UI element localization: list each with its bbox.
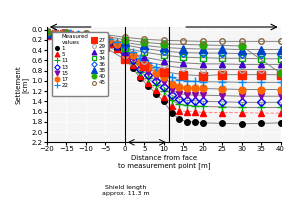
X-axis label: Distance from face
to measurement point [m]: Distance from face to measurement point … — [118, 155, 210, 169]
Legend: Measured
values, 1, 5, 11, 13, 15, 17, 22, , 27, 29, 32, 34, 36, 38, 40, 45: Measured values, 1, 5, 11, 13, 15, 17, 2… — [52, 32, 108, 96]
Y-axis label: Settlement
[cm]: Settlement [cm] — [15, 65, 29, 104]
Text: Shield length
approx. 11.3 m: Shield length approx. 11.3 m — [102, 185, 150, 196]
